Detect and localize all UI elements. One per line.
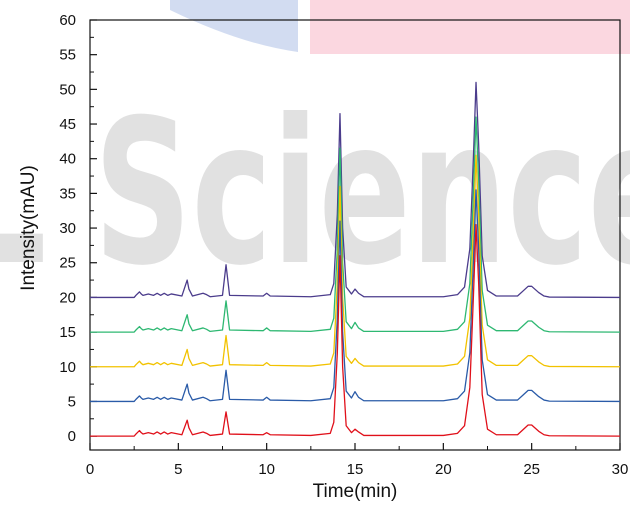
series-line bbox=[90, 116, 621, 333]
y-tick-label: 20 bbox=[59, 289, 76, 306]
y-tick-label: 40 bbox=[59, 151, 76, 168]
y-tick-label: 15 bbox=[59, 324, 76, 341]
series-line bbox=[90, 81, 621, 299]
y-tick-label: 10 bbox=[59, 359, 76, 376]
x-tick-label: 25 bbox=[523, 461, 540, 478]
y-tick-label: 30 bbox=[59, 220, 76, 237]
y-tick-label: 60 bbox=[59, 12, 76, 29]
watermark: L Science bbox=[0, 0, 630, 310]
y-tick-label: 45 bbox=[59, 116, 76, 133]
y-tick-label: 5 bbox=[68, 393, 76, 410]
x-tick-label: 15 bbox=[347, 461, 364, 478]
x-axis-title: Time(min) bbox=[313, 481, 398, 502]
series-line bbox=[90, 189, 621, 403]
y-tick-label: 55 bbox=[59, 47, 76, 64]
series-line bbox=[90, 223, 621, 437]
y-tick-label: 50 bbox=[59, 81, 76, 98]
watermark-blue-shape bbox=[170, 0, 298, 52]
x-tick-label: 10 bbox=[258, 461, 275, 478]
y-tick-label: 35 bbox=[59, 185, 76, 202]
y-axis-title: Intensity(mAU) bbox=[18, 165, 39, 291]
series-layer bbox=[90, 81, 621, 437]
x-tick-label: 30 bbox=[612, 461, 629, 478]
watermark-text: L Science bbox=[0, 77, 630, 310]
x-tick-label: 20 bbox=[435, 461, 452, 478]
y-tick-label: 0 bbox=[68, 428, 76, 445]
y-tick-label: 25 bbox=[59, 255, 76, 272]
x-tick-label: 5 bbox=[174, 461, 182, 478]
series-line bbox=[90, 154, 621, 368]
watermark-pink-shape bbox=[310, 0, 630, 54]
x-tick-label: 0 bbox=[86, 461, 94, 478]
axes: 0 5 10 15 20 25 30 0 5 10 15 20 25 30 35 40 45 50 55 60 bbox=[59, 12, 628, 478]
